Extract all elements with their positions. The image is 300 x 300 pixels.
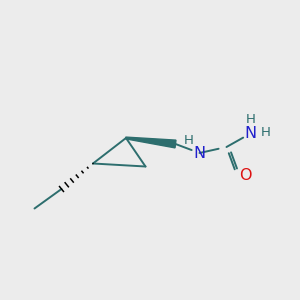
Text: N: N	[194, 146, 206, 160]
Text: H: H	[261, 126, 270, 140]
Text: O: O	[239, 168, 252, 183]
Text: H: H	[184, 134, 194, 147]
Text: H: H	[246, 112, 255, 126]
Text: N: N	[244, 126, 256, 141]
Polygon shape	[126, 137, 176, 148]
